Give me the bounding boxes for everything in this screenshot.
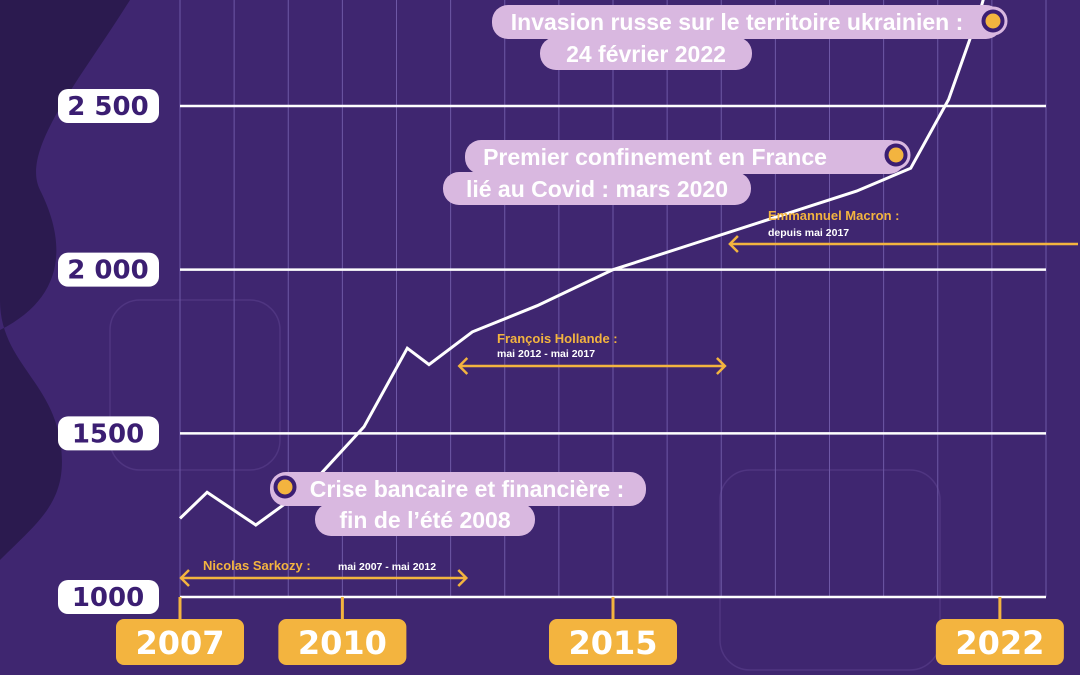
- event-bubble: [492, 5, 1002, 39]
- event-label-line: lié au Covid : mars 2020: [466, 176, 728, 202]
- event-label-line: Crise bancaire et financière :: [310, 476, 624, 502]
- period-sarkozy: [179, 569, 469, 587]
- x-axis: 2007 2010 2015 2022: [116, 597, 1064, 665]
- y-tick-label-box: [58, 580, 159, 614]
- x-tick-label: 2010: [298, 624, 387, 662]
- period-arrow-head: [179, 569, 190, 587]
- period-arrow-head: [457, 357, 469, 375]
- x-tick-label-box: [116, 619, 244, 665]
- event-label-line: fin de l’été 2008: [339, 507, 511, 533]
- y-tick-label: 1000: [72, 583, 144, 613]
- president-periods: Nicolas Sarkozy : mai 2007 - mai 2012 Fran…: [179, 208, 1078, 587]
- president-name-sarkozy: Nicolas Sarkozy :: [203, 558, 311, 573]
- y-axis: 1000 1500 2 000 2 500: [58, 89, 159, 614]
- event-annotation: Invasion russe sur le territoire ukraini…: [492, 5, 1008, 70]
- event-bubble: [270, 472, 646, 506]
- event-bubble: [540, 37, 752, 70]
- event-bubble: [443, 172, 751, 205]
- president-name-macron: Emmannuel Macron :: [768, 208, 899, 223]
- event-annotation: Crise bancaire et financière : fin de l’é…: [270, 472, 646, 536]
- event-bubble: [315, 503, 535, 536]
- period-hollande: [457, 357, 727, 375]
- y-tick-label-box: [58, 89, 159, 123]
- event-bubble: [465, 140, 905, 174]
- period-arrow-head: [728, 235, 739, 253]
- y-tick-label: 2 500: [67, 92, 148, 122]
- period-arrow-head: [716, 357, 727, 375]
- event-marker-dot: [277, 479, 293, 495]
- event-marker-dot: [888, 147, 904, 163]
- x-tick-label: 2007: [135, 624, 224, 662]
- event-label-line: Premier confinement en France: [483, 144, 827, 170]
- x-tick-label-box: [549, 619, 677, 665]
- x-tick-label-box: [935, 619, 1064, 665]
- period-macron: [728, 235, 1078, 253]
- event-annotations: Invasion russe sur le territoire ukraini…: [270, 5, 1008, 536]
- x-tick-label-box: [278, 619, 407, 665]
- president-period-macron: depuis mai 2017: [768, 227, 849, 239]
- president-name-hollande: François Hollande :: [497, 331, 618, 346]
- x-tick-label: 2015: [568, 624, 657, 662]
- event-label-line: 24 février 2022: [566, 41, 726, 67]
- y-tick-label-box: [58, 416, 159, 451]
- event-marker-dot: [985, 13, 1001, 29]
- period-arrow-head: [457, 569, 469, 587]
- y-tick-label-box: [58, 252, 159, 287]
- event-label-line: Invasion russe sur le territoire ukraini…: [511, 9, 964, 35]
- y-tick-label: 1500: [72, 419, 144, 449]
- event-annotation: Premier confinement en France lié au Covi…: [443, 140, 911, 205]
- background-decor-square: [109, 299, 281, 471]
- president-period-hollande: mai 2012 - mai 2017: [497, 348, 595, 360]
- y-tick-label: 2 000: [67, 256, 148, 286]
- president-period-sarkozy: mai 2007 - mai 2012: [338, 561, 436, 573]
- x-tick-label: 2022: [955, 624, 1044, 662]
